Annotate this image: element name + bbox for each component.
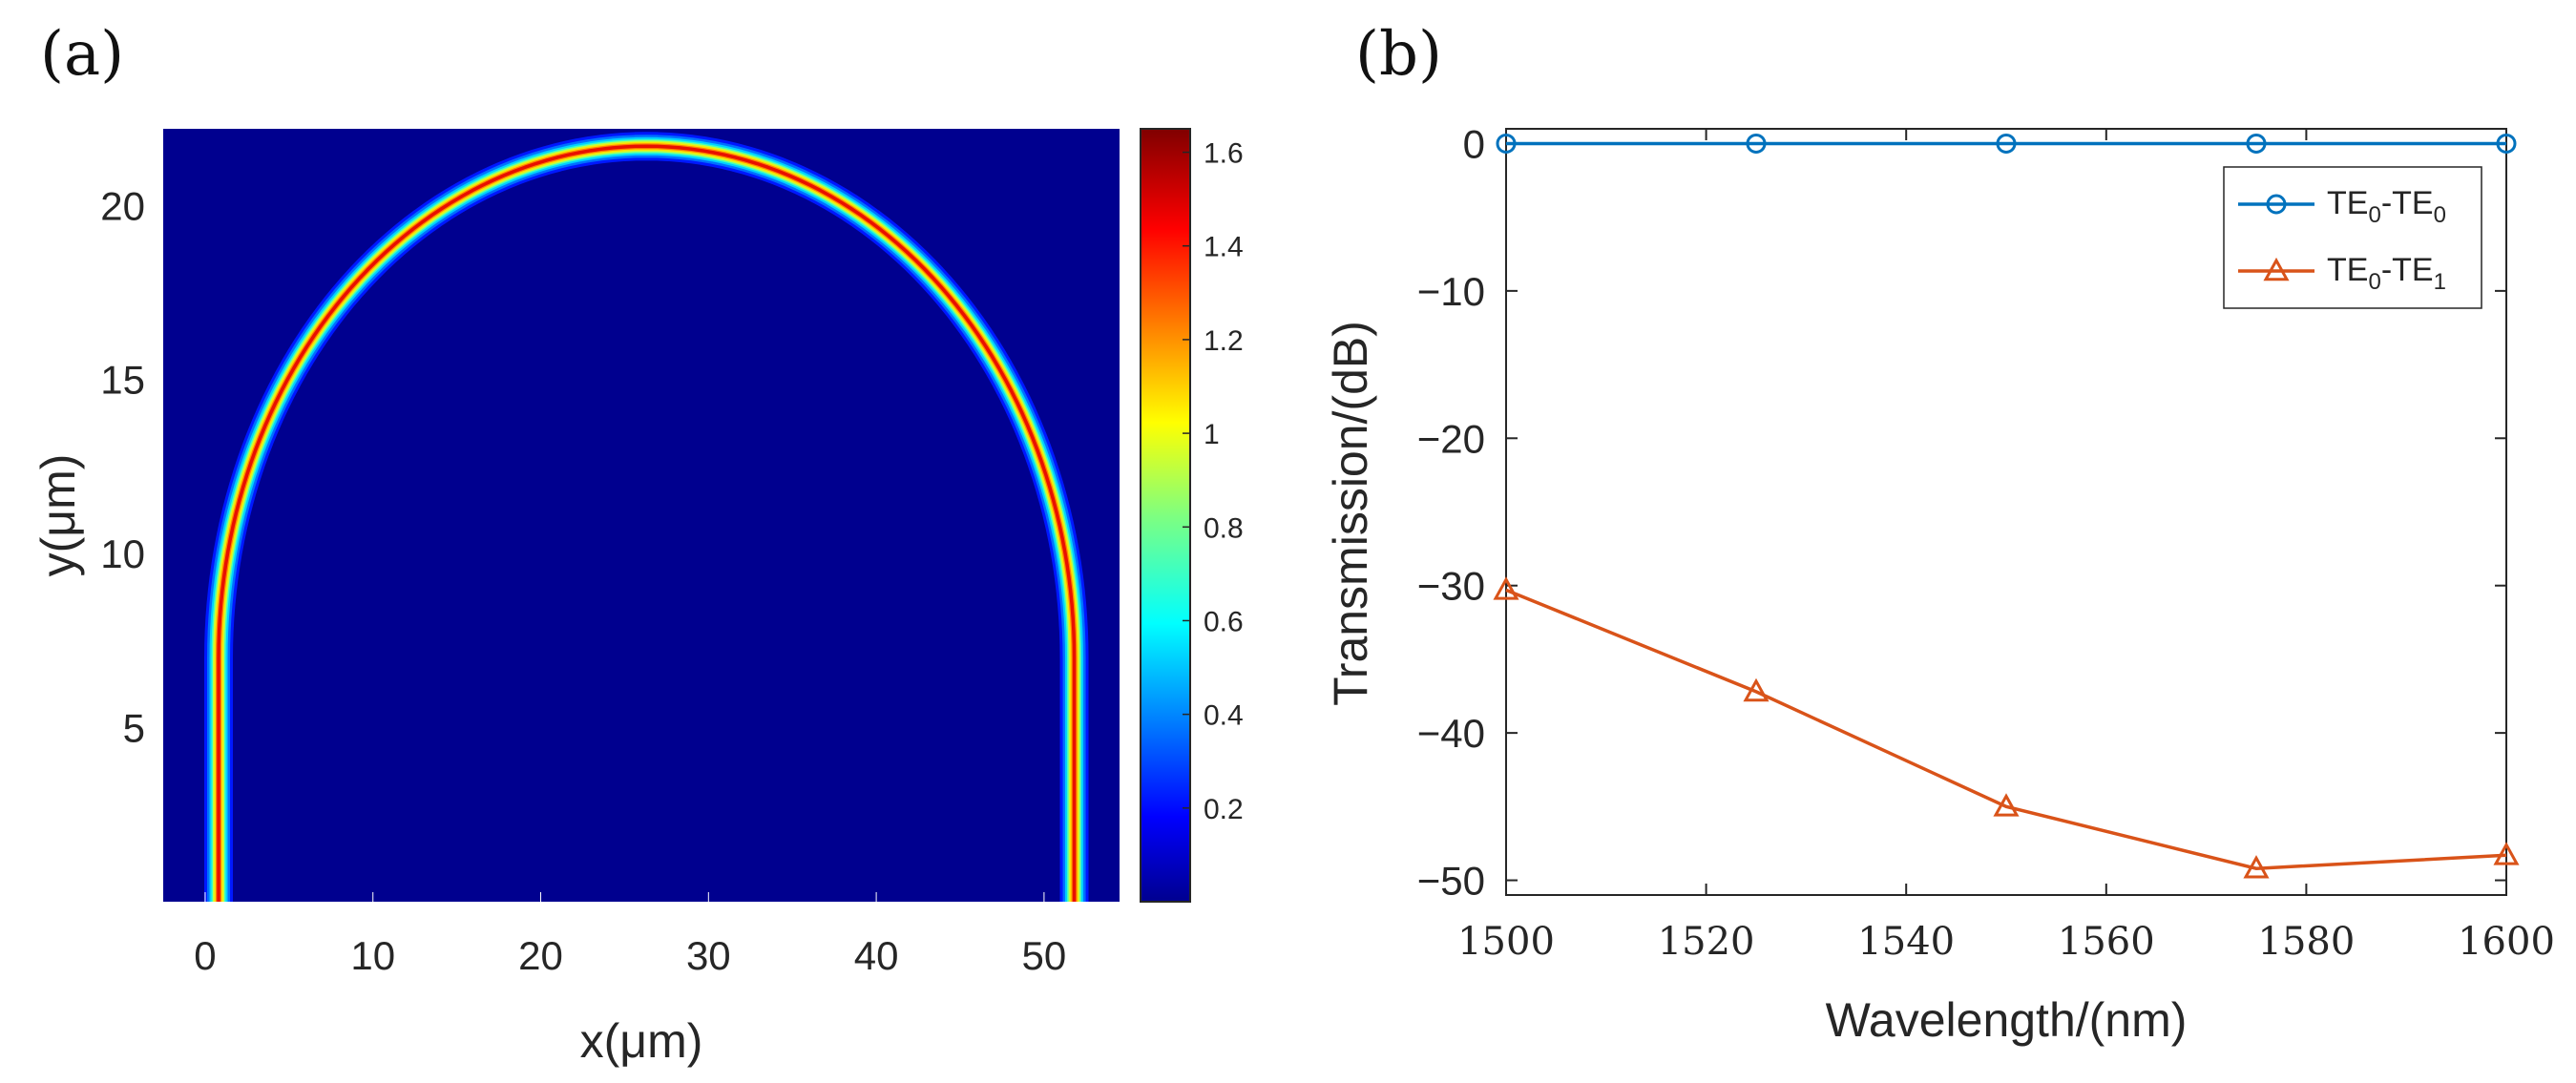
series-layer [1493, 133, 2520, 879]
y-axis-label: y(μm) [31, 454, 85, 577]
y-axis-ticks: 0 −10 −20 −30 −40 −50 [1417, 121, 2506, 904]
colorbar-ticks: 0.2 0.4 0.6 0.8 1 1.2 1.4 1.6 [1183, 138, 1244, 825]
colorbar-tick-label: 1.2 [1204, 325, 1244, 357]
y-tick-label: 20 [100, 183, 145, 228]
line-chart-panel: 1500 1520 1540 1560 1580 1600 0 −10 −20 −30 −40 −5… [1324, 121, 2555, 1047]
data-point-1 [2246, 133, 2267, 154]
data-point-2 [2493, 842, 2520, 865]
data-point-2 [1743, 677, 1770, 702]
data-point-1 [1746, 133, 1767, 154]
x-tick-label: 1600 [2458, 920, 2555, 964]
heatmap-field [204, 132, 1089, 902]
panel-label-b: (b) [1355, 19, 1442, 90]
colorbar-tick-label: 1 [1204, 419, 1220, 450]
data-point-2 [1493, 576, 1519, 600]
data-point-2 [2243, 855, 2270, 879]
x-tick-label: 0 [194, 933, 216, 978]
x-tick-label: 10 [350, 933, 395, 978]
field-band [217, 144, 1077, 902]
y-tick-label: −30 [1417, 564, 1485, 609]
colorbar-tick-label: 0.2 [1204, 794, 1244, 825]
colorbar-tick-label: 0.6 [1204, 606, 1244, 637]
data-point-1 [1996, 133, 2017, 154]
x-tick-label: 1540 [1857, 920, 1955, 964]
y-axis-ticks: 5 10 15 20 [100, 183, 145, 750]
colorbar-tick-label: 1.6 [1204, 138, 1244, 170]
x-tick-label: 1500 [1457, 920, 1555, 964]
heatmap-background [163, 129, 1120, 902]
x-tick-label: 1520 [1658, 920, 1755, 964]
x-axis-ticks: 0 10 20 30 40 50 [194, 892, 1066, 978]
x-tick-label: 40 [854, 933, 899, 978]
x-axis-ticks: 1500 1520 1540 1560 1580 1600 [1457, 129, 2555, 964]
x-tick-label: 50 [1022, 933, 1067, 978]
y-tick-label: −10 [1417, 269, 1485, 314]
x-tick-label: 20 [518, 933, 563, 978]
colorbar-tick-label: 0.8 [1204, 512, 1244, 544]
y-axis-label: Transmission/(dB) [1324, 321, 1377, 706]
data-point-1 [2496, 133, 2517, 154]
y-tick-label: −40 [1417, 711, 1485, 756]
colorbar [1140, 128, 1191, 903]
y-tick-label: 0 [1463, 121, 1485, 166]
y-tick-label: −20 [1417, 416, 1485, 461]
data-point-2 [1993, 793, 2020, 817]
x-tick-label: 30 [686, 933, 731, 978]
legend-marker [2266, 194, 2287, 215]
panel-label-a: (a) [40, 19, 124, 90]
x-tick-label: 1560 [2058, 920, 2155, 964]
legend-box [2223, 166, 2482, 309]
y-tick-label: 10 [100, 531, 145, 576]
legend: TE0-TE0 TE0-TE1 [2223, 166, 2482, 309]
y-tick-label: −50 [1417, 859, 1485, 904]
legend-entry-label: TE0-TE1 [2327, 252, 2446, 295]
colorbar-tick-label: 1.4 [1204, 232, 1244, 263]
legend-marker [2263, 257, 2290, 281]
y-tick-label: 15 [100, 358, 145, 403]
series-line-2 [1505, 588, 2507, 870]
y-tick-label: 5 [123, 706, 145, 751]
data-point-1 [1496, 133, 1517, 154]
colorbar-tick-label: 0.4 [1204, 700, 1244, 732]
x-axis-label: x(μm) [580, 1014, 703, 1068]
legend-entry-label: TE0-TE0 [2327, 185, 2446, 228]
x-tick-label: 1580 [2258, 920, 2356, 964]
x-axis-label: Wavelength/(nm) [1826, 993, 2188, 1047]
